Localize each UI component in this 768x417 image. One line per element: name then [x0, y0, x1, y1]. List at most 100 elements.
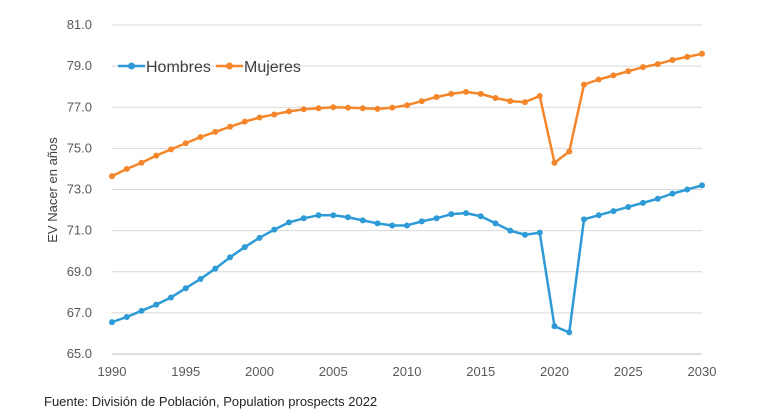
point-mujeres-1990: [109, 173, 115, 180]
point-hombres-2029: [684, 186, 691, 193]
point-hombres-2012: [433, 215, 440, 222]
point-mujeres-2003: [300, 106, 307, 113]
point-hombres-1999: [241, 244, 248, 251]
point-hombres-2001: [271, 226, 278, 233]
point-mujeres-1993: [153, 152, 160, 159]
point-mujeres-2007: [359, 105, 366, 112]
point-mujeres-2004: [315, 105, 322, 112]
point-mujeres-2027: [654, 61, 661, 68]
point-hombres-2007: [359, 217, 366, 224]
point-hombres-2027: [654, 195, 661, 202]
point-hombres-1998: [227, 254, 233, 261]
point-mujeres-2013: [448, 90, 455, 97]
point-mujeres-2005: [330, 104, 337, 111]
y-tick-label: 81.0: [67, 17, 92, 32]
point-hombres-1993: [153, 301, 160, 308]
point-hombres-1990: [109, 319, 115, 326]
x-tick-label: 2030: [688, 364, 717, 379]
point-mujeres-2017: [507, 98, 514, 105]
x-tick-label: 2015: [466, 364, 495, 379]
source-note: Fuente: División de Población, Populatio…: [44, 394, 378, 409]
point-hombres-2006: [345, 214, 351, 221]
legend-marker-mujeres: [226, 62, 233, 70]
point-hombres-1996: [197, 275, 204, 282]
point-hombres-2004: [315, 212, 322, 219]
point-mujeres-1992: [138, 159, 145, 166]
point-hombres-2013: [448, 211, 455, 218]
y-tick-label: 73.0: [67, 182, 92, 197]
series-line-hombres: [111, 184, 703, 334]
point-hombres-2028: [669, 190, 676, 197]
point-hombres-1992: [138, 307, 145, 314]
point-hombres-2023: [595, 212, 602, 219]
point-hombres-2026: [640, 199, 646, 206]
point-hombres-2016: [492, 220, 499, 227]
point-mujeres-2023: [595, 76, 602, 83]
point-mujeres-1995: [182, 140, 189, 147]
point-mujeres-1996: [197, 134, 204, 141]
point-mujeres-2021: [566, 148, 573, 155]
point-mujeres-2015: [477, 90, 484, 97]
y-axis-label: EV Nacer en años: [45, 137, 60, 243]
legend: Hombres Mujeres: [118, 59, 301, 76]
point-mujeres-2024: [610, 72, 617, 79]
point-hombres-2002: [286, 219, 292, 226]
y-tick-label: 67.0: [67, 305, 92, 320]
y-tick-label: 77.0: [67, 99, 92, 114]
point-mujeres-2026: [640, 64, 646, 71]
point-mujeres-2030: [699, 50, 705, 57]
point-hombres-2005: [330, 212, 337, 219]
point-mujeres-2029: [684, 53, 691, 60]
point-hombres-2025: [625, 203, 632, 210]
x-tick-label: 1990: [98, 364, 127, 379]
legend-marker-hombres: [128, 62, 135, 70]
point-hombres-2011: [418, 218, 425, 225]
x-tick-label: 2005: [319, 364, 348, 379]
point-mujeres-2016: [492, 94, 499, 101]
y-tick-label: 79.0: [67, 58, 92, 73]
point-hombres-2020: [551, 323, 558, 330]
x-tick-label: 2010: [393, 364, 422, 379]
y-tick-label: 75.0: [67, 140, 92, 155]
point-mujeres-1997: [212, 128, 219, 135]
point-mujeres-2009: [389, 104, 396, 111]
point-mujeres-1998: [227, 123, 233, 130]
x-tick-label: 1995: [171, 364, 200, 379]
x-axis: 1990 1995 2000 2005 2010 2015 2020 2025 2030: [98, 353, 717, 379]
point-mujeres-2014: [463, 88, 469, 95]
point-mujeres-2011: [418, 98, 425, 105]
point-hombres-2022: [581, 216, 587, 223]
point-hombres-2024: [610, 208, 617, 215]
point-mujeres-2002: [286, 108, 292, 115]
y-axis: 65.0 67.0 69.0 71.0 73.0 75.0 77.0 79.0 81.0: [67, 17, 92, 361]
point-mujeres-2022: [581, 81, 587, 88]
point-mujeres-1999: [241, 118, 248, 125]
legend-label-mujeres: Mujeres: [244, 59, 301, 76]
point-mujeres-2018: [522, 99, 528, 106]
point-hombres-2008: [374, 220, 381, 227]
point-mujeres-2010: [404, 102, 410, 109]
y-tick-label: 71.0: [67, 223, 92, 238]
point-hombres-2014: [463, 210, 469, 217]
point-mujeres-2000: [256, 114, 263, 121]
point-mujeres-2006: [345, 104, 351, 111]
point-hombres-1995: [182, 285, 189, 292]
point-hombres-2003: [300, 215, 307, 222]
point-hombres-2017: [507, 227, 514, 234]
y-tick-label: 69.0: [67, 264, 92, 279]
point-hombres-2010: [404, 222, 410, 229]
point-hombres-2009: [389, 222, 396, 229]
point-hombres-2021: [566, 329, 573, 336]
point-mujeres-2012: [433, 93, 440, 100]
point-hombres-1994: [168, 294, 174, 301]
series-group: [109, 50, 705, 336]
point-hombres-2030: [699, 182, 705, 189]
legend-label-hombres: Hombres: [146, 59, 211, 76]
point-mujeres-2028: [669, 56, 676, 63]
x-tick-label: 2020: [540, 364, 569, 379]
x-tick-label: 2025: [614, 364, 643, 379]
point-hombres-2018: [522, 231, 528, 238]
y-tick-label: 65.0: [67, 346, 92, 361]
x-tick-label: 2000: [245, 364, 274, 379]
